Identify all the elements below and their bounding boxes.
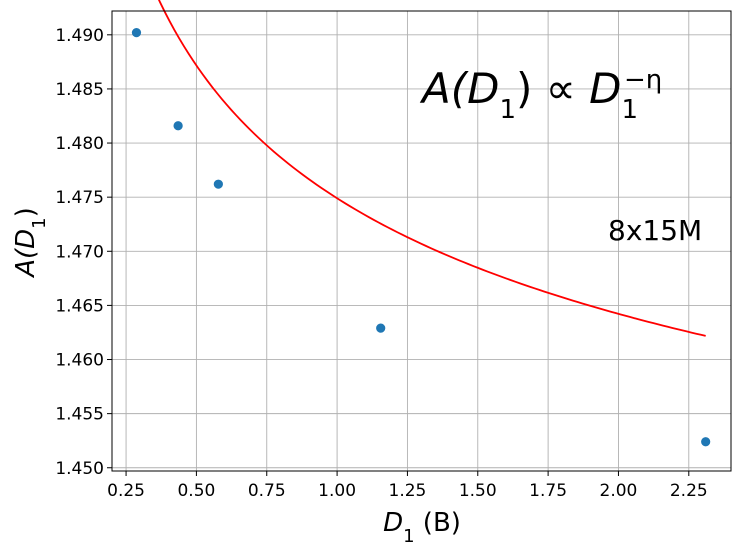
data-point [173, 121, 183, 131]
y-axis-label: A(D1) [11, 207, 50, 279]
x-tick-label: 2.25 [670, 481, 708, 501]
x-axis-label-base: D [383, 508, 403, 538]
data-points-layer [131, 28, 711, 447]
formula-sup2: −η [624, 65, 662, 95]
formula-annotation: A(D1) ∝ D1−η [419, 64, 662, 125]
plot-frame [111, 10, 732, 472]
x-axis-label-unit: (B) [415, 508, 461, 538]
formula-sub2: 1 [621, 95, 638, 125]
formula-a: A( [419, 64, 469, 113]
y-tick-label: 1.480 [55, 134, 104, 154]
x-tick-label: 1.75 [529, 481, 567, 501]
x-axis-ticks: 0.25 0.50 0.75 1.00 1.25 1.50 1.75 2.00 2.25 [107, 471, 708, 501]
data-point [131, 28, 142, 38]
formula-sub: 1 [499, 95, 516, 125]
data-point [701, 437, 711, 447]
formula-prop: ∝ [532, 64, 589, 113]
y-tick-label: 1.490 [55, 26, 104, 46]
formula-d2: D [589, 64, 621, 113]
y-tick-label: 1.470 [55, 242, 104, 262]
y-tick-label: 1.475 [55, 188, 104, 208]
y-tick-label: 1.485 [55, 80, 104, 100]
fit-curve [158, 0, 706, 337]
data-point [376, 323, 386, 333]
x-tick-label: 0.50 [177, 481, 215, 501]
y-tick-label: 1.465 [55, 296, 104, 316]
formula-d: D [467, 64, 499, 113]
data-point [213, 179, 223, 189]
fit-curve-layer [158, 0, 706, 337]
x-tick-label: 0.25 [107, 481, 145, 501]
y-axis-label-subscript: 1 [29, 217, 50, 228]
grid [112, 11, 731, 471]
x-axis-label: D1 (B) [383, 508, 461, 547]
y-axis-label-base: D [11, 229, 41, 249]
x-tick-label: 2.00 [600, 481, 638, 501]
x-axis-label-subscript: 1 [403, 526, 414, 547]
formula-close: ) [516, 64, 532, 113]
model-annotation: 8x15M [608, 214, 702, 247]
y-tick-label: 1.460 [55, 351, 104, 371]
x-tick-label: 0.75 [248, 481, 286, 501]
y-axis-label-suffix: ) [11, 207, 41, 217]
y-tick-label: 1.455 [55, 405, 104, 425]
x-tick-label: 1.00 [318, 481, 356, 501]
y-axis-label-prefix: A( [11, 247, 41, 279]
y-tick-label: 1.450 [55, 459, 104, 479]
x-tick-label: 1.50 [459, 481, 497, 501]
y-axis-ticks: 1.450 1.455 1.460 1.465 1.470 1.475 1.480 1.485… [55, 26, 112, 479]
x-tick-label: 1.25 [389, 481, 427, 501]
